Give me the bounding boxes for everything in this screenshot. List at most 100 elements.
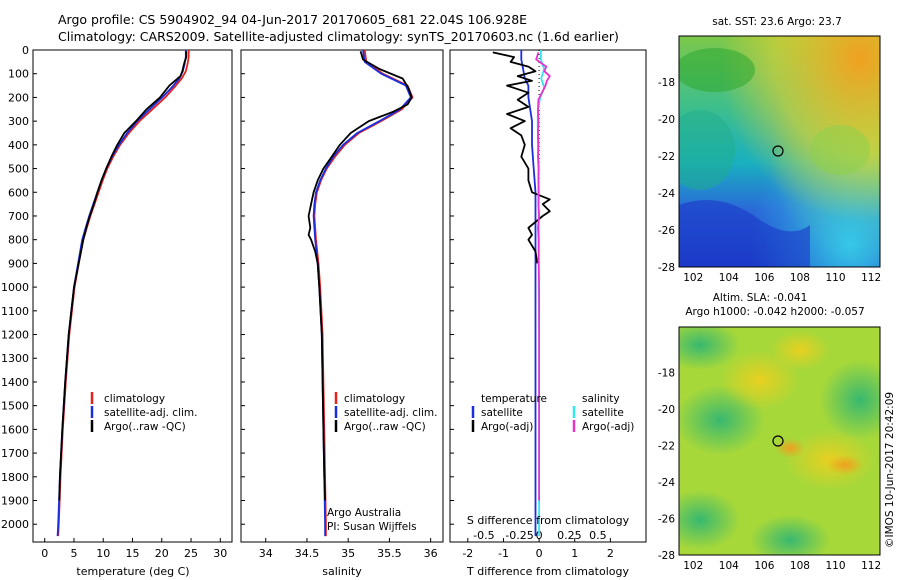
x-tick-label: 0 — [536, 547, 543, 560]
sst-map-y-tick-label: -22 — [658, 151, 675, 163]
sla-map-title: Altim. SLA: -0.041 — [713, 292, 808, 304]
temperature-xlabel: temperature (deg C) — [76, 565, 189, 578]
sst-map-title: sat. SST: 23.6 Argo: 23.7 — [712, 16, 842, 28]
legend-argo-label: Argo(..raw -QC) — [344, 421, 426, 433]
sst-map-frame — [678, 35, 881, 268]
sst-map-x-tick-label: 112 — [861, 272, 881, 284]
series-line-salinity-argo-adj- — [535, 52, 551, 501]
x-tick-label: 2 — [607, 547, 614, 560]
pi-note: PI: Susan Wijffels — [327, 521, 417, 533]
y-tick-label: 1100 — [1, 305, 29, 318]
legend-argo-label: Argo(..raw -QC) — [104, 421, 186, 433]
sla-map-x-tick-label: 108 — [790, 560, 810, 572]
y-tick-label: 500 — [8, 163, 29, 176]
sla-map-x-tick-label: 110 — [826, 560, 846, 572]
sla-map-y-tick-label: -20 — [658, 404, 675, 416]
sst-map-x-tick-label: 110 — [826, 272, 846, 284]
imos-timestamp: ©IMOS 10-Jun-2017 20:42:09 — [884, 392, 896, 548]
y-tick-label: 1000 — [1, 281, 29, 294]
x-tick-label: -1 — [498, 547, 509, 560]
y-tick-label: 1700 — [1, 447, 29, 460]
sla-argo-location-marker — [772, 435, 784, 447]
sla-map-x-tick-label: 106 — [754, 560, 774, 572]
y-tick-label: 100 — [8, 68, 29, 81]
x-tick-label: -2 — [462, 547, 473, 560]
x-tick-label: 30 — [213, 547, 227, 560]
t-difference-xlabel: T difference from climatology — [466, 565, 629, 578]
sst-map-y-tick-label: -26 — [658, 225, 675, 237]
y-tick-label: 0 — [22, 44, 29, 57]
y-tick-label: 300 — [8, 115, 29, 128]
series-line-argo-raw-qc- — [307, 50, 413, 501]
temperature-panel-frame — [32, 49, 233, 543]
legend-temperature-title: temperature — [481, 393, 547, 405]
legend-climatology-label: climatology — [104, 393, 165, 405]
legend-s-argo-label: Argo(-adj) — [582, 421, 634, 433]
sst-map-y-tick-label: -18 — [658, 77, 675, 89]
y-tick-label: 2000 — [1, 518, 29, 531]
y-tick-label: 200 — [8, 91, 29, 104]
sst-map-x-tick-label: 106 — [754, 272, 774, 284]
y-tick-label: 700 — [8, 210, 29, 223]
sst-map-y-tick-label: -20 — [658, 114, 675, 126]
legend-satellite-label: satellite-adj. clim. — [344, 407, 437, 419]
top-x-tick-label: 0.25 — [557, 529, 582, 542]
salinity-legend: climatology satellite-adj. clim. Argo(..… — [334, 392, 437, 433]
temperature-legend: climatology satellite-adj. clim. Argo(..… — [90, 392, 197, 433]
difference-legend: temperature satellite Argo(-adj) salinit… — [471, 393, 634, 433]
series-line-temperature-satellite — [520, 50, 537, 537]
x-tick-label: 10 — [96, 547, 110, 560]
sst-map-x-tick-label: 108 — [790, 272, 810, 284]
axes-layer: 0 5 10 15 20 25 300100200300400500600700800900… — [1, 44, 881, 572]
sla-map-y-tick-label: -24 — [658, 477, 675, 489]
y-tick-label: 800 — [8, 234, 29, 247]
x-tick-label: 25 — [184, 547, 198, 560]
sla-map-frame — [678, 326, 881, 556]
top-x-tick-label: 0.5 — [589, 529, 607, 542]
y-tick-label: 600 — [8, 186, 29, 199]
x-tick-label: 34 — [259, 547, 273, 560]
sst-argo-location-marker — [772, 145, 784, 157]
y-tick-label: 1300 — [1, 352, 29, 365]
figure-title-line2: Climatology: CARS2009. Satellite-adjuste… — [58, 29, 619, 44]
sst-map-image — [679, 36, 880, 267]
figure-title-line1: Argo profile: CS 5904902_94 04-Jun-2017 … — [58, 12, 527, 27]
sla-map-x-tick-label: 112 — [861, 560, 881, 572]
x-tick-label: 5 — [70, 547, 77, 560]
x-tick-label: 35 — [341, 547, 355, 560]
legend-satellite-label: satellite-adj. clim. — [104, 407, 197, 419]
top-x-tick-label: -0.25 — [505, 529, 533, 542]
legend-salinity-title: salinity — [582, 393, 620, 405]
sla-map-image — [679, 327, 880, 555]
sst-map-y-tick-label: -24 — [658, 188, 675, 200]
sst-map-y-tick-label: -28 — [658, 262, 675, 274]
y-tick-label: 1400 — [1, 376, 29, 389]
x-tick-label: 15 — [126, 547, 140, 560]
sla-map-subtitle: Argo h1000: -0.042 h2000: -0.057 — [685, 306, 864, 318]
profile-lines-layer — [56, 49, 551, 537]
sla-map-y-tick-label: -18 — [658, 368, 675, 380]
difference-panel-frame — [449, 49, 647, 543]
y-tick-label: 1500 — [1, 400, 29, 413]
x-tick-label: 1 — [571, 547, 578, 560]
sla-map-y-tick-label: -26 — [658, 514, 675, 526]
y-tick-label: 1800 — [1, 471, 29, 484]
salinity-xlabel: salinity — [322, 565, 362, 578]
salinity-panel-frame — [240, 49, 444, 543]
x-tick-label: 0 — [41, 547, 48, 560]
sla-map-y-tick-label: -22 — [658, 441, 675, 453]
x-tick-label: 34.5 — [295, 547, 320, 560]
y-tick-label: 1200 — [1, 329, 29, 342]
y-tick-label: 900 — [8, 257, 29, 270]
x-tick-label: 20 — [155, 547, 169, 560]
argo-australia-note: Argo Australia — [327, 507, 401, 519]
y-tick-label: 1900 — [1, 495, 29, 508]
s-difference-top-label: S difference from climatology — [467, 514, 630, 527]
legend-s-satellite-label: satellite — [582, 407, 624, 419]
y-tick-label: 400 — [8, 139, 29, 152]
x-tick-label: 36 — [424, 547, 438, 560]
sst-map-x-tick-label: 102 — [683, 272, 703, 284]
legend-t-argo-label: Argo(-adj) — [481, 421, 533, 433]
series-line-argo-raw-qc- — [58, 51, 188, 501]
